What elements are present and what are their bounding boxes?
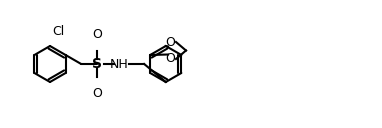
Text: S: S [92,57,102,71]
Text: O: O [92,28,102,41]
Text: O: O [165,52,175,66]
Text: NH: NH [110,57,128,71]
Text: O: O [165,35,175,49]
Text: O: O [92,87,102,100]
Text: Cl: Cl [52,25,64,38]
